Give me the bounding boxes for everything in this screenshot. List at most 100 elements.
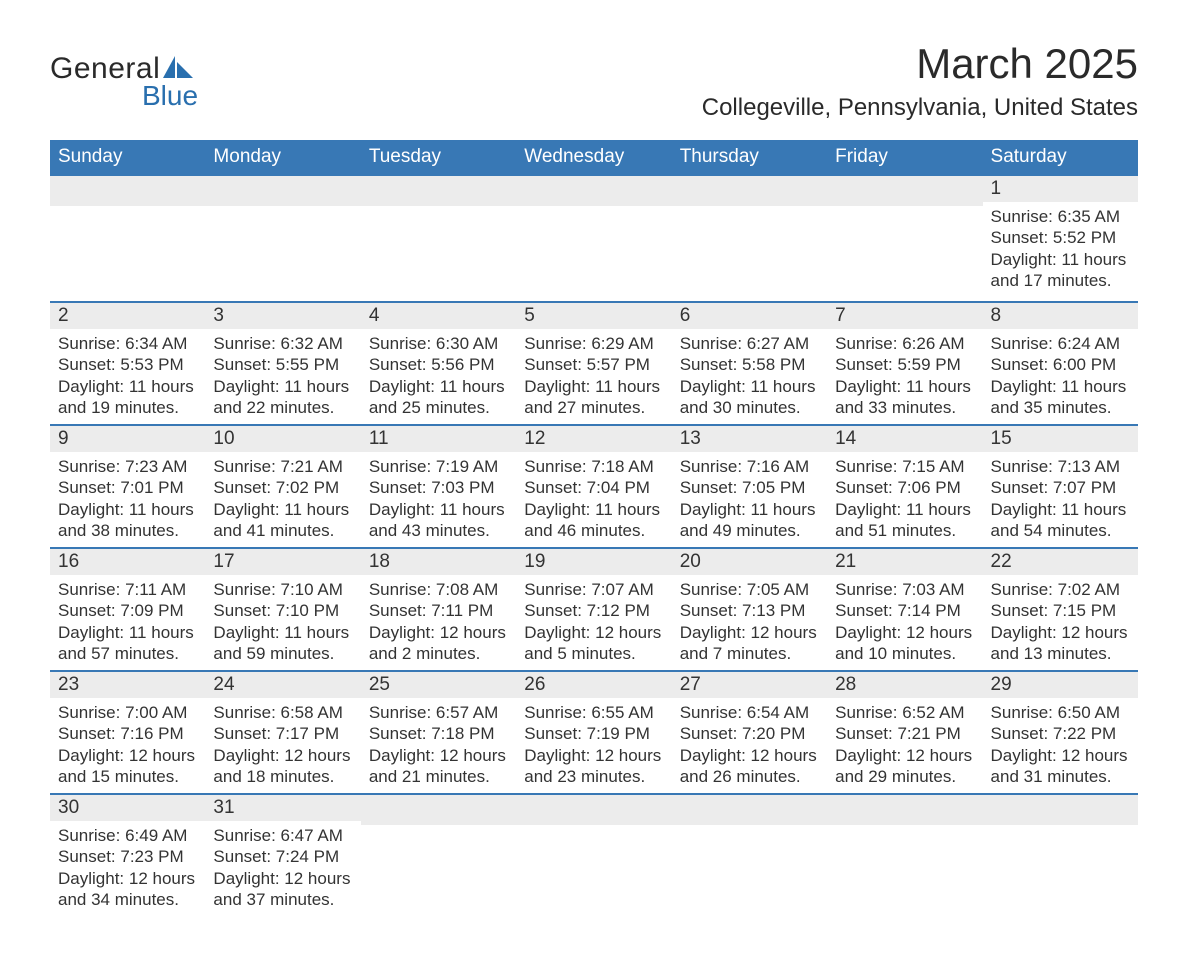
- sunset-text: Sunset: 7:23 PM: [58, 846, 197, 867]
- sunset-text: Sunset: 7:14 PM: [835, 600, 974, 621]
- sunset-text: Sunset: 7:11 PM: [369, 600, 508, 621]
- sunrise-text: Sunrise: 6:30 AM: [369, 333, 508, 354]
- daylight-line2: and 51 minutes.: [835, 520, 974, 541]
- dayheader-sat: Saturday: [983, 140, 1138, 175]
- day-details: Sunrise: 6:35 AMSunset: 5:52 PMDaylight:…: [983, 202, 1138, 297]
- daylight-line2: and 19 minutes.: [58, 397, 197, 418]
- dayheader-fri: Friday: [827, 140, 982, 175]
- month-title: March 2025: [702, 40, 1138, 88]
- daylight-line2: and 57 minutes.: [58, 643, 197, 664]
- calendar-cell: [205, 175, 360, 302]
- sunset-text: Sunset: 5:56 PM: [369, 354, 508, 375]
- daylight-line2: and 31 minutes.: [991, 766, 1130, 787]
- day-details: Sunrise: 7:00 AMSunset: 7:16 PMDaylight:…: [50, 698, 205, 793]
- day-number: 8: [983, 303, 1138, 329]
- calendar-cell: 11Sunrise: 7:19 AMSunset: 7:03 PMDayligh…: [361, 425, 516, 548]
- daylight-line2: and 54 minutes.: [991, 520, 1130, 541]
- sunset-text: Sunset: 7:20 PM: [680, 723, 819, 744]
- sunset-text: Sunset: 7:02 PM: [213, 477, 352, 498]
- day-number: 20: [672, 549, 827, 575]
- daylight-line1: Daylight: 11 hours: [213, 376, 352, 397]
- sunrise-text: Sunrise: 6:54 AM: [680, 702, 819, 723]
- calendar-week-row: 2Sunrise: 6:34 AMSunset: 5:53 PMDaylight…: [50, 302, 1138, 425]
- daylight-line2: and 10 minutes.: [835, 643, 974, 664]
- day-number: 10: [205, 426, 360, 452]
- dayheader-tue: Tuesday: [361, 140, 516, 175]
- calendar-cell: [516, 794, 671, 920]
- daylight-line2: and 38 minutes.: [58, 520, 197, 541]
- day-number: 21: [827, 549, 982, 575]
- calendar-week-row: 30Sunrise: 6:49 AMSunset: 7:23 PMDayligh…: [50, 794, 1138, 920]
- day-details: Sunrise: 7:02 AMSunset: 7:15 PMDaylight:…: [983, 575, 1138, 670]
- day-number: 17: [205, 549, 360, 575]
- empty-day-details: [672, 206, 827, 301]
- sunrise-text: Sunrise: 6:24 AM: [991, 333, 1130, 354]
- day-details: Sunrise: 6:47 AMSunset: 7:24 PMDaylight:…: [205, 821, 360, 916]
- sunrise-text: Sunrise: 7:16 AM: [680, 456, 819, 477]
- sunrise-text: Sunrise: 6:32 AM: [213, 333, 352, 354]
- sunrise-text: Sunrise: 6:27 AM: [680, 333, 819, 354]
- day-number: 14: [827, 426, 982, 452]
- daylight-line1: Daylight: 11 hours: [58, 499, 197, 520]
- day-number: 5: [516, 303, 671, 329]
- calendar-cell: 21Sunrise: 7:03 AMSunset: 7:14 PMDayligh…: [827, 548, 982, 671]
- day-details: Sunrise: 7:03 AMSunset: 7:14 PMDaylight:…: [827, 575, 982, 670]
- sunrise-text: Sunrise: 7:10 AM: [213, 579, 352, 600]
- day-details: Sunrise: 6:54 AMSunset: 7:20 PMDaylight:…: [672, 698, 827, 793]
- daylight-line2: and 25 minutes.: [369, 397, 508, 418]
- logo-word-blue: Blue: [142, 80, 198, 112]
- day-number: 11: [361, 426, 516, 452]
- empty-day-details: [827, 206, 982, 301]
- daylight-line2: and 17 minutes.: [991, 270, 1130, 291]
- sunrise-text: Sunrise: 7:19 AM: [369, 456, 508, 477]
- empty-day-number: [361, 176, 516, 206]
- sunrise-text: Sunrise: 6:49 AM: [58, 825, 197, 846]
- empty-day-details: [516, 206, 671, 301]
- calendar-cell: 18Sunrise: 7:08 AMSunset: 7:11 PMDayligh…: [361, 548, 516, 671]
- sunset-text: Sunset: 5:55 PM: [213, 354, 352, 375]
- day-number: 25: [361, 672, 516, 698]
- calendar-week-row: 16Sunrise: 7:11 AMSunset: 7:09 PMDayligh…: [50, 548, 1138, 671]
- sunrise-text: Sunrise: 7:05 AM: [680, 579, 819, 600]
- empty-day-number: [50, 176, 205, 206]
- calendar-week-row: 1Sunrise: 6:35 AMSunset: 5:52 PMDaylight…: [50, 175, 1138, 302]
- empty-day-number: [672, 795, 827, 825]
- day-details: Sunrise: 7:23 AMSunset: 7:01 PMDaylight:…: [50, 452, 205, 547]
- sunrise-text: Sunrise: 6:34 AM: [58, 333, 197, 354]
- daylight-line2: and 46 minutes.: [524, 520, 663, 541]
- daylight-line1: Daylight: 11 hours: [991, 249, 1130, 270]
- calendar-cell: 7Sunrise: 6:26 AMSunset: 5:59 PMDaylight…: [827, 302, 982, 425]
- day-details: Sunrise: 6:32 AMSunset: 5:55 PMDaylight:…: [205, 329, 360, 424]
- calendar-cell: [516, 175, 671, 302]
- sunrise-text: Sunrise: 6:50 AM: [991, 702, 1130, 723]
- calendar-cell: 5Sunrise: 6:29 AMSunset: 5:57 PMDaylight…: [516, 302, 671, 425]
- daylight-line1: Daylight: 11 hours: [680, 499, 819, 520]
- daylight-line2: and 23 minutes.: [524, 766, 663, 787]
- daylight-line1: Daylight: 12 hours: [213, 745, 352, 766]
- daylight-line2: and 43 minutes.: [369, 520, 508, 541]
- sunset-text: Sunset: 5:57 PM: [524, 354, 663, 375]
- daylight-line2: and 33 minutes.: [835, 397, 974, 418]
- calendar-cell: 29Sunrise: 6:50 AMSunset: 7:22 PMDayligh…: [983, 671, 1138, 794]
- day-number: 19: [516, 549, 671, 575]
- empty-day-details: [50, 206, 205, 301]
- calendar-cell: 24Sunrise: 6:58 AMSunset: 7:17 PMDayligh…: [205, 671, 360, 794]
- day-number: 18: [361, 549, 516, 575]
- daylight-line2: and 37 minutes.: [213, 889, 352, 910]
- empty-day-number: [361, 795, 516, 825]
- calendar-cell: 1Sunrise: 6:35 AMSunset: 5:52 PMDaylight…: [983, 175, 1138, 302]
- calendar-header-row: Sunday Monday Tuesday Wednesday Thursday…: [50, 140, 1138, 175]
- day-details: Sunrise: 6:52 AMSunset: 7:21 PMDaylight:…: [827, 698, 982, 793]
- day-number: 12: [516, 426, 671, 452]
- daylight-line2: and 13 minutes.: [991, 643, 1130, 664]
- daylight-line1: Daylight: 11 hours: [58, 622, 197, 643]
- day-number: 22: [983, 549, 1138, 575]
- empty-day-details: [983, 825, 1138, 920]
- day-number: 24: [205, 672, 360, 698]
- daylight-line2: and 7 minutes.: [680, 643, 819, 664]
- daylight-line1: Daylight: 12 hours: [58, 745, 197, 766]
- day-number: 31: [205, 795, 360, 821]
- logo: General Blue: [50, 40, 198, 112]
- sunrise-text: Sunrise: 7:18 AM: [524, 456, 663, 477]
- daylight-line1: Daylight: 12 hours: [369, 622, 508, 643]
